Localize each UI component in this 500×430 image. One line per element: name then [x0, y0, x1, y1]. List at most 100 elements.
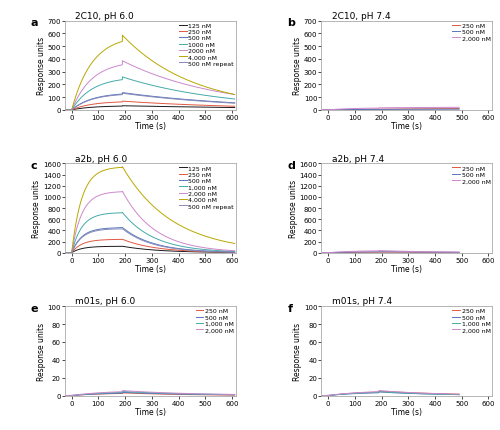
250 nM	[232, 250, 237, 255]
4,000 nM	[144, 197, 150, 203]
1,000 nM	[368, 390, 374, 395]
125 nM	[64, 251, 70, 256]
Line: 500 nM: 500 nM	[323, 252, 459, 253]
1,000 nM	[224, 392, 230, 397]
250 nM	[64, 108, 70, 113]
Line: 2,000 nM: 2,000 nM	[66, 391, 234, 396]
Line: 250 nM: 250 nM	[323, 252, 459, 253]
250 nM	[340, 250, 346, 255]
2,000 nM	[368, 106, 374, 111]
Line: 500 nM: 500 nM	[323, 110, 459, 111]
500 nM	[320, 393, 326, 398]
4,000 nM	[112, 166, 117, 171]
2,000 nM	[448, 105, 454, 111]
Line: 500 nM: 500 nM	[66, 393, 234, 396]
4,000 nM	[144, 55, 150, 60]
250 nM	[340, 108, 346, 113]
500 nM	[232, 250, 237, 255]
250 nM	[84, 392, 89, 397]
125 nM	[84, 106, 89, 111]
500 nM	[64, 393, 70, 398]
250 nM	[144, 391, 150, 396]
1,000 nM	[324, 393, 330, 398]
2000 nM	[112, 65, 117, 70]
Text: d: d	[288, 160, 295, 170]
500 nM	[232, 101, 237, 106]
500 nM	[84, 99, 89, 104]
500 nM	[393, 108, 399, 113]
250 nM	[448, 250, 454, 255]
X-axis label: Time (s): Time (s)	[135, 122, 166, 131]
500 nM	[456, 250, 462, 255]
2,000 nM	[112, 190, 117, 195]
Text: m01s, pH 6.0: m01s, pH 6.0	[76, 297, 136, 306]
2,000 nM	[232, 249, 237, 254]
Legend: 125 nM, 250 nM, 500 nM, 1,000 nM, 2,000 nM, 4,000 nM, 500 nM repeat: 125 nM, 250 nM, 500 nM, 1,000 nM, 2,000 …	[178, 165, 236, 210]
250 nM	[448, 392, 454, 397]
2000 nM	[232, 93, 237, 98]
500 nM repeat	[112, 227, 117, 232]
250 nM	[376, 389, 382, 394]
1000 nM	[112, 79, 117, 84]
500 nM	[448, 108, 454, 113]
250 nM	[448, 107, 454, 112]
Line: 2,000 nM: 2,000 nM	[323, 391, 459, 396]
500 nM	[368, 108, 374, 113]
125 nM	[144, 247, 150, 252]
250 nM	[112, 237, 117, 243]
250 nM	[120, 237, 126, 243]
500 nM	[376, 249, 382, 255]
500 nM	[324, 251, 330, 256]
1,000 nM	[232, 392, 237, 397]
500 nM	[68, 393, 73, 398]
250 nM	[144, 244, 150, 249]
2,000 nM	[84, 203, 89, 209]
250 nM	[456, 392, 462, 397]
1000 nM	[68, 108, 73, 113]
500 nM repeat	[144, 94, 150, 99]
500 nM repeat	[232, 101, 237, 107]
Line: 500 nM: 500 nM	[66, 228, 234, 253]
Text: a2b, pH 6.0: a2b, pH 6.0	[76, 154, 128, 163]
250 nM	[368, 390, 374, 395]
125 nM	[120, 244, 126, 249]
4,000 nM	[224, 91, 230, 96]
Y-axis label: Response units: Response units	[37, 322, 46, 380]
500 nM	[120, 225, 126, 230]
500 nM	[84, 392, 89, 397]
500 nM repeat	[221, 101, 227, 106]
Legend: 250 nM, 500 nM, 1,000 nM, 2,000 nM: 250 nM, 500 nM, 1,000 nM, 2,000 nM	[451, 307, 492, 334]
250 nM	[64, 251, 70, 256]
250 nM	[324, 251, 330, 256]
1,000 nM	[64, 393, 70, 398]
2,000 nM	[84, 391, 89, 396]
2,000 nM	[232, 392, 237, 397]
500 nM repeat	[64, 251, 70, 256]
Line: 4,000 nM: 4,000 nM	[66, 167, 234, 253]
250 nM	[224, 104, 230, 109]
2,000 nM	[112, 390, 117, 395]
Line: 1,000 nM: 1,000 nM	[323, 392, 459, 396]
1,000 nM	[451, 392, 457, 397]
500 nM	[84, 231, 89, 236]
Line: 1,000 nM: 1,000 nM	[66, 392, 234, 396]
1,000 nM	[84, 392, 89, 397]
Legend: 250 nM, 500 nM, 1,000 nM, 2,000 nM: 250 nM, 500 nM, 1,000 nM, 2,000 nM	[194, 307, 235, 334]
2,000 nM	[320, 393, 326, 398]
1000 nM	[144, 82, 150, 87]
Text: a: a	[31, 18, 38, 28]
2,000 nM	[451, 250, 457, 255]
2000 nM	[64, 108, 70, 113]
1,000 nM	[448, 392, 454, 397]
2,000 nM	[448, 391, 454, 396]
250 nM	[451, 250, 457, 255]
2,000 nM	[221, 392, 227, 397]
500 nM repeat	[64, 108, 70, 113]
Text: 2C10, pH 7.4: 2C10, pH 7.4	[332, 12, 390, 21]
2,000 nM	[340, 391, 346, 396]
250 nM	[324, 393, 330, 398]
125 nM	[68, 251, 73, 256]
Line: 250 nM: 250 nM	[66, 240, 234, 253]
500 nM repeat	[84, 99, 89, 104]
500 nM	[68, 251, 73, 256]
